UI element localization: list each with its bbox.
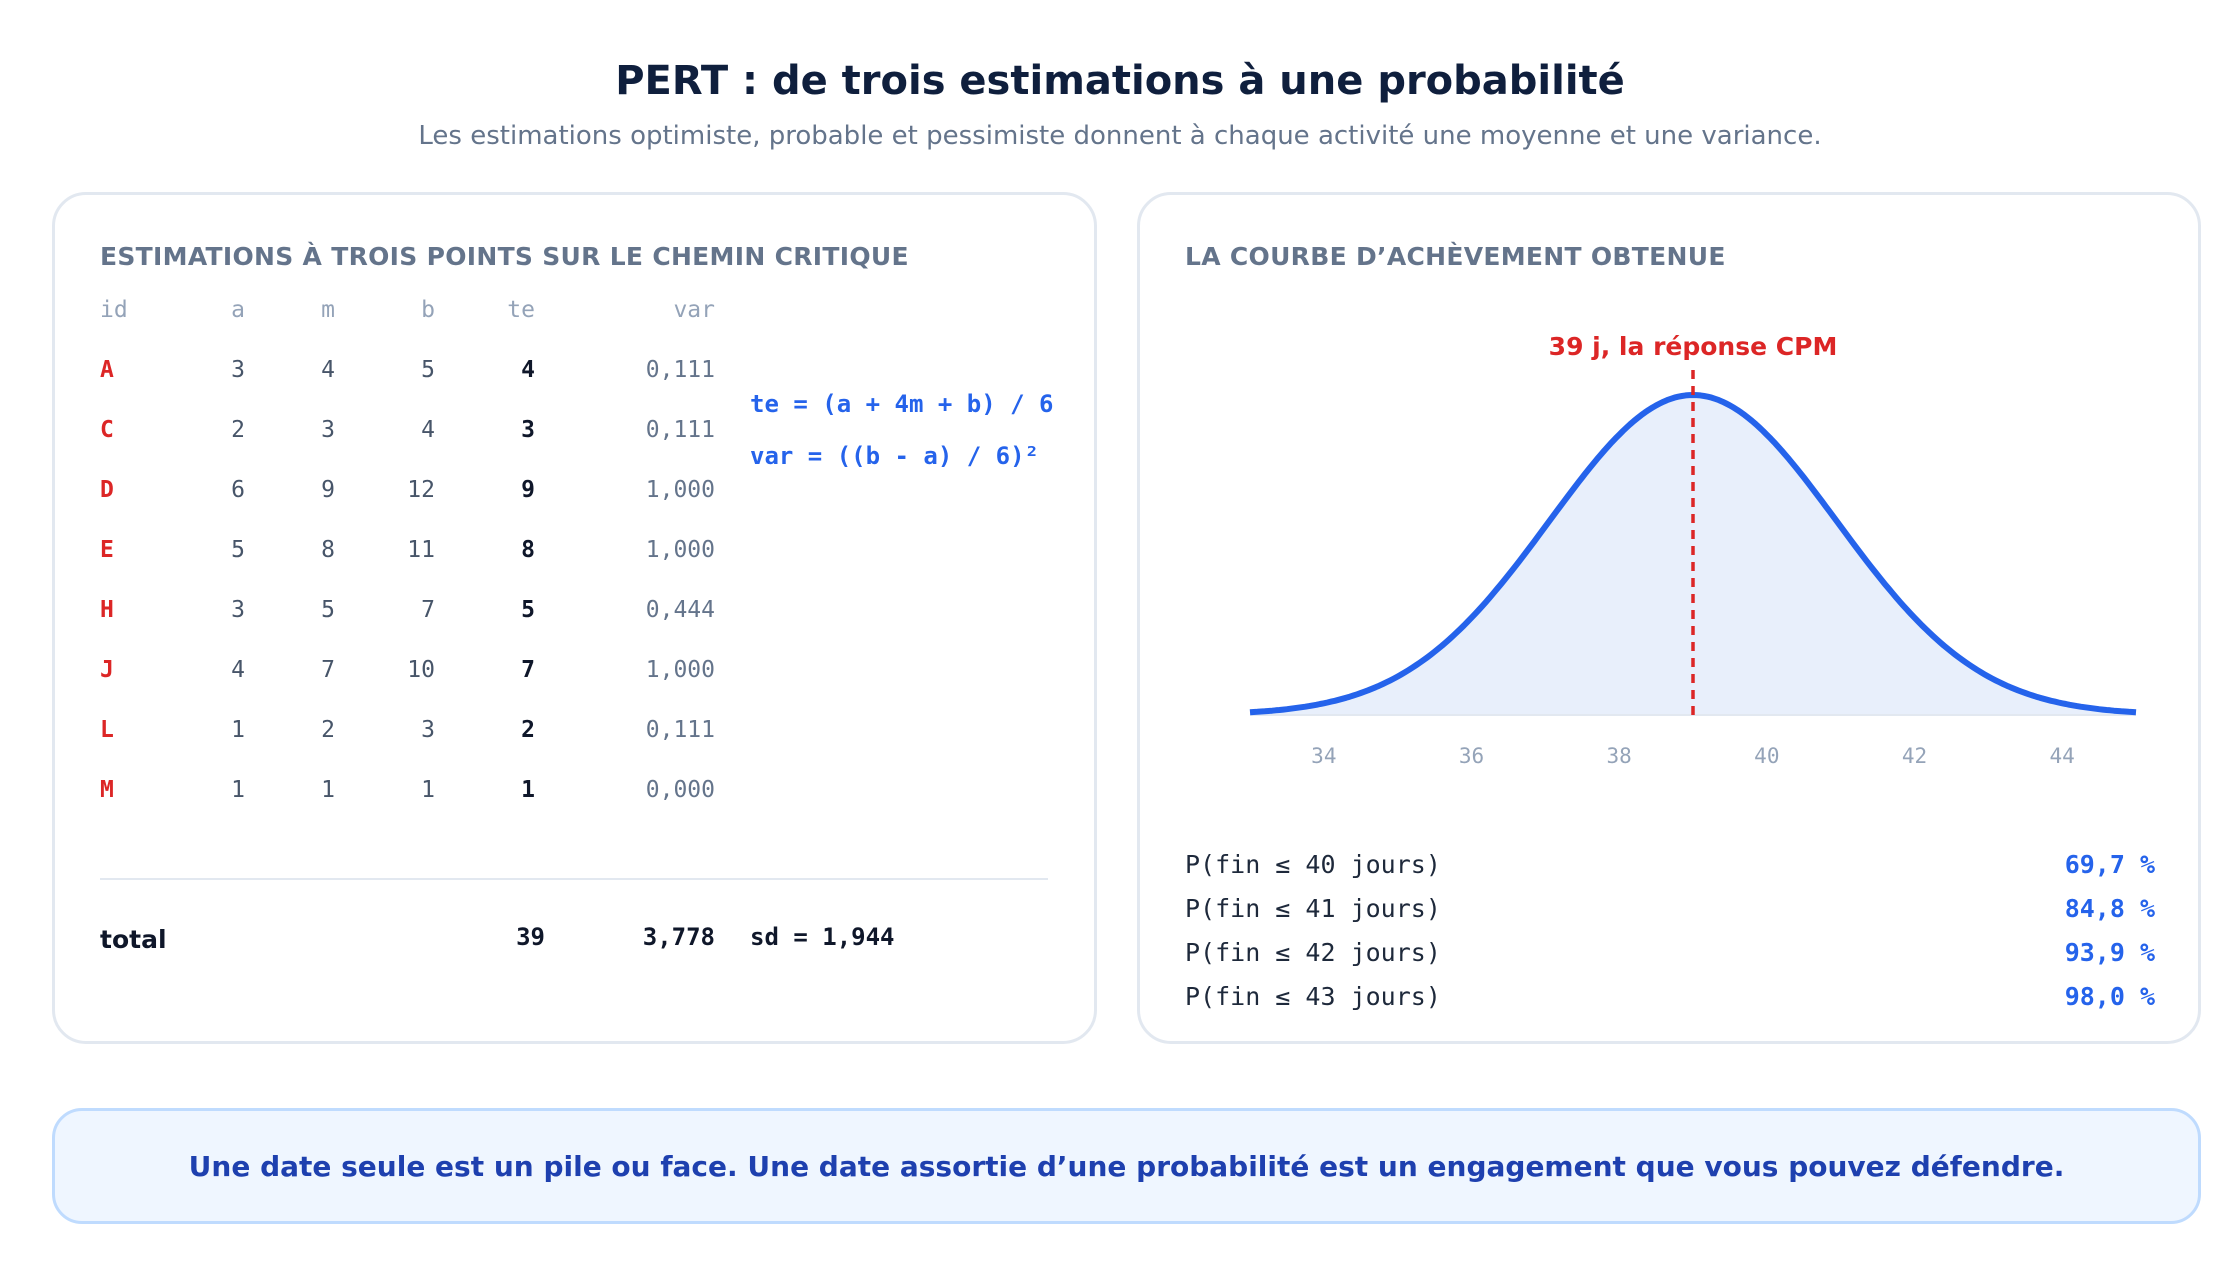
cpm-marker-label: 39 j, la réponse CPM [1549, 332, 1838, 361]
x-tick-label: 44 [2050, 744, 2075, 768]
completion-chart: 39 j, la réponse CPM343638404244jours ju… [1249, 332, 2137, 768]
cell-var: 0,000 [645, 777, 715, 803]
x-tick-label: 38 [1607, 744, 1632, 768]
cell-id: D [100, 477, 114, 503]
total-label: total [100, 925, 167, 954]
cell-var: 1,000 [645, 477, 715, 503]
cell-m: 8 [321, 537, 335, 563]
cell-m: 4 [321, 357, 335, 383]
formula-var: var = ((b - a) / 6)² [750, 442, 1039, 470]
cell-m: 9 [321, 477, 335, 503]
x-tick-label: 36 [1459, 744, 1484, 768]
cell-b: 10 [407, 657, 435, 683]
cell-var: 1,000 [645, 657, 715, 683]
cell-te: 7 [521, 657, 535, 683]
column-header-id: id [100, 297, 128, 323]
cell-b: 11 [407, 537, 435, 563]
column-header-te: te [507, 297, 535, 323]
cell-a: 6 [231, 477, 245, 503]
cell-var: 0,111 [645, 357, 715, 383]
page-title: PERT : de trois estimations à une probab… [615, 58, 1625, 104]
cell-m: 5 [321, 597, 335, 623]
page-subtitle: Les estimations optimiste, probable et p… [418, 121, 1822, 151]
cell-te: 4 [521, 357, 535, 383]
cell-b: 12 [407, 477, 435, 503]
cell-id: E [100, 537, 114, 563]
x-tick-label: 40 [1754, 744, 1779, 768]
probability-value: 84,8 % [2064, 894, 2155, 923]
cell-var: 0,111 [645, 717, 715, 743]
formula-te: te = (a + 4m + b) / 6 [750, 390, 1054, 418]
callout-text: Une date seule est un pile ou face. Une … [188, 1149, 2065, 1183]
probability-label: P(fin ≤ 40 jours) [1185, 850, 1441, 879]
cell-te: 2 [521, 717, 535, 743]
cell-id: C [100, 417, 114, 443]
takeaway-callout: Une date seule est un pile ou face. Une … [52, 1108, 2201, 1224]
cell-id: A [100, 357, 114, 383]
estimates-card: ESTIMATIONS À TROIS POINTS SUR LE CHEMIN… [52, 192, 1097, 1044]
total-te: 39 [516, 923, 545, 951]
cell-var: 0,444 [645, 597, 715, 623]
probability-label: P(fin ≤ 42 jours) [1185, 938, 1441, 967]
cell-id: M [100, 777, 114, 803]
cell-te: 9 [521, 477, 535, 503]
cell-b: 3 [421, 717, 435, 743]
cell-var: 0,111 [645, 417, 715, 443]
cell-b: 4 [421, 417, 435, 443]
probability-row: P(fin ≤ 41 jours) 84,8 % [1185, 894, 2155, 928]
cell-b: 5 [421, 357, 435, 383]
cell-b: 7 [421, 597, 435, 623]
cell-m: 1 [321, 777, 335, 803]
probability-row: P(fin ≤ 42 jours) 93,9 % [1185, 938, 2155, 972]
completion-heading: LA COURBE D’ACHÈVEMENT OBTENUE [1185, 242, 1726, 271]
estimates-heading: ESTIMATIONS À TROIS POINTS SUR LE CHEMIN… [100, 242, 909, 271]
probability-row: P(fin ≤ 40 jours) 69,7 % [1185, 850, 2155, 884]
x-tick-label: 34 [1311, 744, 1336, 768]
probability-row: P(fin ≤ 43 jours) 98,0 % [1185, 982, 2155, 1016]
cell-te: 3 [521, 417, 535, 443]
x-tick-label: 42 [1902, 744, 1927, 768]
cell-id: L [100, 717, 114, 743]
probability-value: 93,9 % [2064, 938, 2155, 967]
column-header-a: a [231, 297, 245, 323]
cell-a: 2 [231, 417, 245, 443]
probability-label: P(fin ≤ 41 jours) [1185, 894, 1441, 923]
cell-a: 4 [231, 657, 245, 683]
probability-label: P(fin ≤ 43 jours) [1185, 982, 1441, 1011]
completion-card: LA COURBE D’ACHÈVEMENT OBTENUE 39 j, la … [1137, 192, 2201, 1044]
cell-a: 3 [231, 597, 245, 623]
column-header-m: m [321, 297, 335, 323]
probability-value: 69,7 % [2064, 850, 2155, 879]
column-header-b: b [421, 297, 435, 323]
column-header-var: var [673, 297, 715, 323]
cell-id: H [100, 597, 114, 623]
total-var: 3,778 [642, 923, 715, 951]
cell-m: 3 [321, 417, 335, 443]
cell-te: 1 [521, 777, 535, 803]
cell-a: 3 [231, 357, 245, 383]
cell-te: 8 [521, 537, 535, 563]
cell-a: 1 [231, 717, 245, 743]
cell-m: 2 [321, 717, 335, 743]
cell-id: J [100, 657, 114, 683]
cell-var: 1,000 [645, 537, 715, 563]
probability-value: 98,0 % [2064, 982, 2155, 1011]
cell-te: 5 [521, 597, 535, 623]
total-sd: sd = 1,944 [750, 923, 895, 951]
cell-m: 7 [321, 657, 335, 683]
cell-a: 5 [231, 537, 245, 563]
cell-a: 1 [231, 777, 245, 803]
cell-b: 1 [421, 777, 435, 803]
table-divider [100, 878, 1048, 880]
